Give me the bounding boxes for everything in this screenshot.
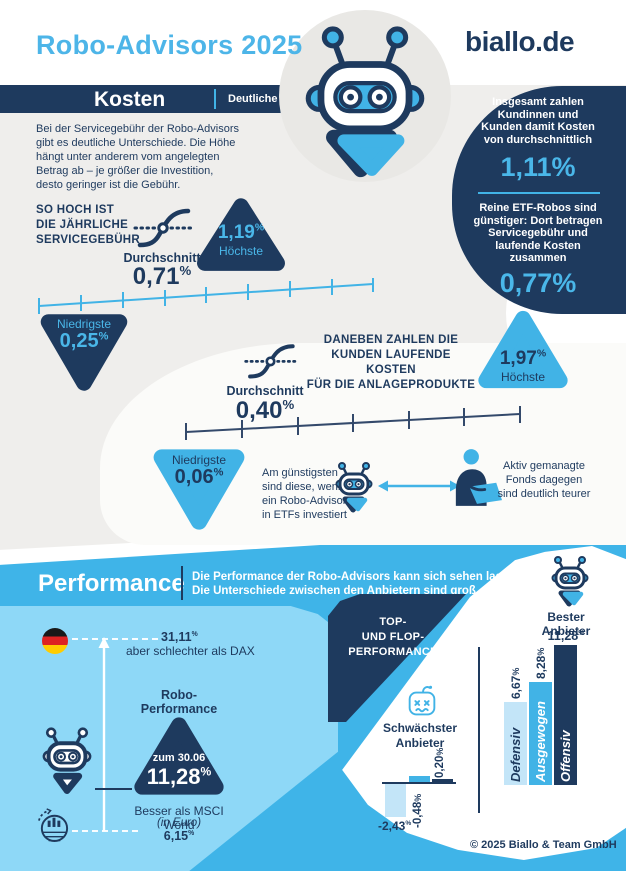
- best-provider-label: Bester Anbieter: [541, 610, 591, 638]
- summary-value1: 1,11%: [500, 152, 576, 182]
- robot-triangle-connector: [95, 788, 132, 790]
- running-max-value: 1,97%: [499, 348, 547, 369]
- robot-mascot-icon: [305, 26, 425, 178]
- robo-performance-value: 11,28%: [146, 764, 212, 789]
- worst-chart-bar-2: [409, 776, 430, 782]
- service-fee-scale-axis: [36, 278, 376, 314]
- worst-chart-value-3: 0,20%: [434, 747, 446, 778]
- best-chart-value-defensiv: 6,67%: [509, 667, 523, 699]
- best-chart-bar-defensiv: [504, 702, 527, 785]
- best-chart-bar-offensiv: [554, 645, 577, 785]
- summary-value2: 0,77%: [499, 268, 577, 298]
- running-average-curve: [243, 340, 298, 381]
- worst-provider-label: Schwächster Anbieter: [382, 721, 458, 750]
- kosten-section-label: Kosten: [94, 88, 166, 111]
- dax-value: 31,11%: [161, 630, 198, 644]
- running-avg-label: Durchschnitt: [226, 384, 304, 398]
- person-laptop-icon: [455, 449, 502, 506]
- kosten-banner-divider: [214, 89, 216, 109]
- performance-section-label: Performance: [38, 570, 185, 597]
- summary-text1: Insgesamt zahlen Kundinnen und Kunden da…: [481, 96, 595, 146]
- service-avg-label: Durchschnitt: [123, 251, 201, 265]
- scurve-average-icon: [244, 344, 297, 379]
- globe-chart-icon: [38, 808, 69, 843]
- running-costs-scale-axis: [183, 406, 523, 440]
- up-arrow-icon: [98, 637, 110, 831]
- running-costs-heading: DANEBEN ZAHLEN DIE KUNDEN LAUFENDE KOSTE…: [306, 334, 476, 391]
- cost-summary-blob: [452, 86, 626, 314]
- double-arrow-icon: [378, 480, 460, 492]
- summary-text2: Reine ETF-Robos sind günstiger: Dort bet…: [473, 202, 603, 264]
- robo-performance-label: Robo- Performance: [140, 688, 218, 716]
- kosten-intro-text: Bei der Servicegebühr der Robo-Advisors …: [36, 123, 239, 191]
- robot-small-icon: [551, 556, 589, 607]
- service-min-value: 0,25%: [59, 330, 109, 352]
- scurve-average-icon: [133, 208, 193, 248]
- running-min-triangle: [151, 446, 247, 532]
- best-chart-bar-ausgewogen: [529, 682, 552, 785]
- best-chart-label-defensiv: Defensiv: [508, 727, 523, 782]
- biallo-logo: biallo.de: [465, 26, 575, 57]
- best-chart-value-offensiv: 11,28%: [547, 629, 585, 643]
- active-funds-note: Aktiv gemanagte Fonds dagegen sind deutl…: [497, 460, 591, 500]
- robot-mascot: [293, 22, 437, 179]
- robo-performance-triangle: [133, 714, 225, 799]
- service-min-label: Niedrigste: [56, 317, 112, 331]
- compare-arrow: [377, 479, 461, 493]
- dax-note: aber schlechter als DAX: [126, 644, 255, 658]
- worst-chart-value-2: -0,48%: [412, 793, 424, 828]
- charts-divider: [478, 647, 480, 813]
- worst-chart-zero-line: [382, 782, 456, 784]
- performance-range-arrow: [98, 637, 110, 833]
- msci-globe: [36, 808, 71, 843]
- service-fee-heading: SO HOCH IST DIE JÄHRLICHE SERVICEGEBÜHR: [36, 204, 141, 246]
- page-title: Robo-Advisors 2025: [36, 30, 303, 60]
- msci-value: 6,15%: [163, 829, 195, 843]
- summary-divider: [478, 192, 600, 194]
- etf-note: Am günstigsten sind diese, wenn ein Robo…: [262, 467, 347, 521]
- best-chart-label-ausgewogen: Ausgewogen: [533, 701, 548, 782]
- msci-note: Besser als MSCI World: [134, 804, 224, 832]
- best-chart-value-ausgewogen: 8,28%: [534, 647, 548, 679]
- service-average-curve: [132, 204, 194, 250]
- msci-dash-line: [72, 830, 138, 832]
- robot-sad-icon: [408, 685, 436, 716]
- robot-small-icon: [335, 462, 373, 513]
- worst-chart-value-1: -2,43%: [378, 819, 412, 833]
- topflop-label: TOP- UND FLOP- PERFORMANCE: [348, 616, 438, 658]
- copyright: © 2025 Biallo & Team GmbH: [470, 839, 617, 851]
- running-max-label: Höchste: [500, 370, 546, 384]
- service-avg-value: 0,71%: [132, 263, 192, 290]
- worst-chart-bar-3: [432, 779, 453, 782]
- running-avg-value: 0,40%: [235, 397, 295, 424]
- german-flag: [42, 628, 68, 654]
- performance-banner-divider: [181, 566, 183, 600]
- performance-robot: [38, 726, 96, 800]
- running-max-triangle: [477, 308, 569, 392]
- worst-provider-robot: [404, 684, 440, 722]
- service-min-triangle: [38, 311, 130, 393]
- service-max-triangle: [195, 196, 287, 274]
- running-min-label: Niedrigste: [171, 453, 227, 467]
- service-max-value: 1,19%: [217, 222, 265, 243]
- etf-robot: [332, 462, 376, 516]
- msci-unit: (in Euro): [156, 817, 202, 829]
- best-chart-label-offensiv: Offensiv: [558, 730, 573, 782]
- worst-chart-bar-1: [385, 784, 406, 817]
- service-max-label: Höchste: [218, 244, 264, 258]
- robot-outline-icon: [42, 727, 92, 794]
- active-funds-person: [452, 448, 502, 506]
- dax-dash-line: [72, 638, 158, 640]
- performance-subtitle: Die Performance der Robo-Advisors kann s…: [192, 571, 522, 597]
- robo-performance-date: zum 30.06: [152, 752, 206, 764]
- best-provider-robot: [548, 556, 592, 610]
- running-min-value: 0,06%: [174, 466, 224, 488]
